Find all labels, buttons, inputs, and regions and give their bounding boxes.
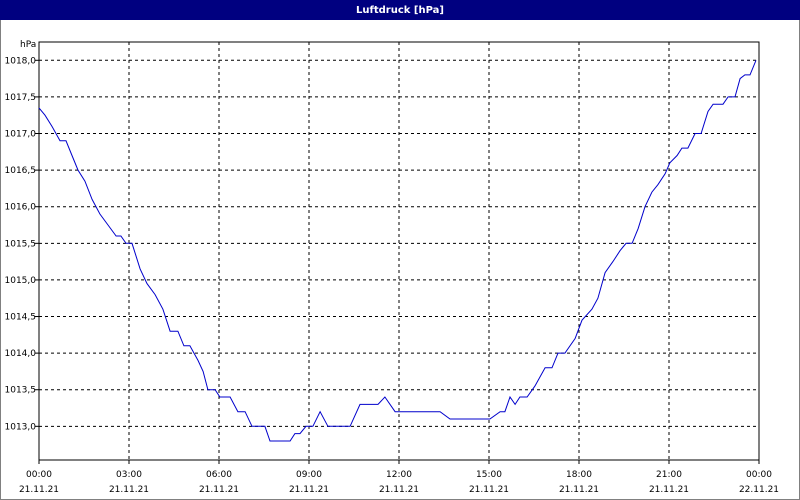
y-tick-label: 1014,0 — [5, 349, 37, 359]
x-tick-label: 12:00 — [386, 470, 412, 480]
y-tick-label: 1018,0 — [5, 56, 37, 66]
x-tick-date: 22.11.21 — [739, 485, 779, 495]
x-tick-date: 21.11.21 — [19, 485, 59, 495]
data-line — [38, 60, 757, 442]
x-tick-label: 00:00 — [746, 470, 772, 480]
y-tick-label: 1017,0 — [5, 130, 37, 140]
y-tick-label: 1016,0 — [5, 203, 37, 213]
x-tick-label: 09:00 — [296, 470, 322, 480]
y-tick-label: 1013,0 — [5, 422, 37, 432]
y-tick-label: 1016,5 — [5, 166, 37, 176]
x-tick-date: 21.11.21 — [289, 485, 329, 495]
x-tick-label: 00:00 — [26, 470, 52, 480]
y-tick-label: 1014,5 — [5, 313, 37, 323]
y-tick-label: 1013,5 — [5, 386, 37, 396]
x-tick-label: 15:00 — [476, 470, 502, 480]
y-tick-label: 1017,5 — [5, 93, 37, 103]
x-tick-label: 03:00 — [116, 470, 142, 480]
x-tick-date: 21.11.21 — [559, 485, 599, 495]
y-tick-label: 1015,5 — [5, 239, 37, 249]
y-axis-label: hPa — [20, 40, 36, 50]
y-tick-label: 1015,0 — [5, 276, 37, 286]
chart-title: Luftdruck [hPa] — [356, 5, 444, 16]
x-tick-date: 21.11.21 — [379, 485, 419, 495]
x-tick-label: 21:00 — [656, 470, 682, 480]
title-bar — [0, 0, 800, 20]
x-tick-date: 21.11.21 — [649, 485, 689, 495]
x-tick-label: 06:00 — [206, 470, 232, 480]
x-tick-date: 21.11.21 — [109, 485, 149, 495]
x-tick-date: 21.11.21 — [469, 485, 509, 495]
x-tick-date: 21.11.21 — [199, 485, 239, 495]
x-tick-label: 18:00 — [566, 470, 592, 480]
